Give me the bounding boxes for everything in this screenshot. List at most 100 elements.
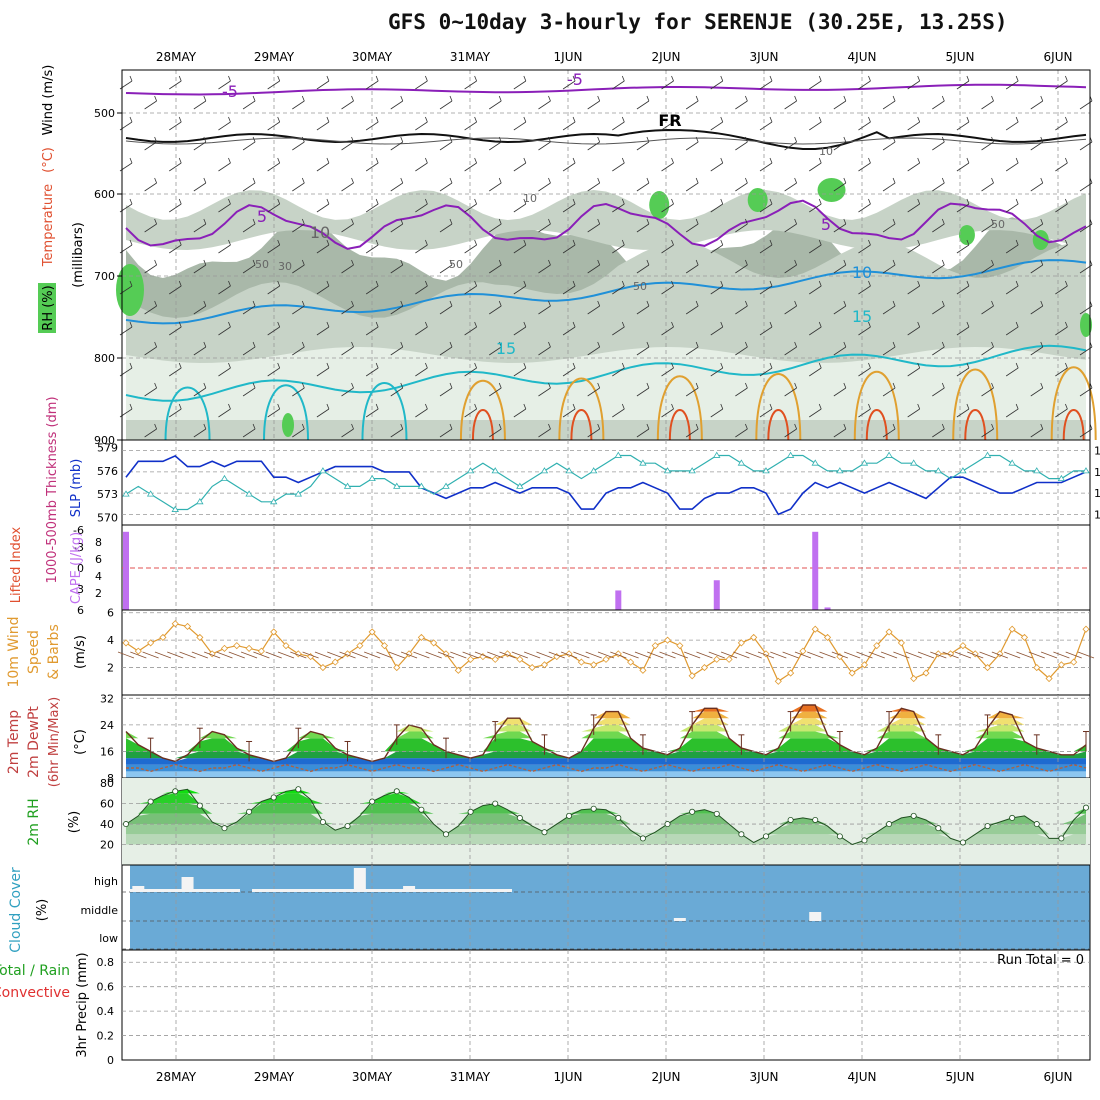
surface-wind-barb <box>487 651 504 659</box>
cloud-unit-label: (%) <box>35 899 50 922</box>
surface-wind-barb <box>450 651 467 659</box>
upper-wind-barb-flag <box>301 177 305 184</box>
thickness-point <box>491 467 499 474</box>
upper-wind-barb <box>341 100 354 110</box>
upper-wind-barb <box>1005 326 1019 336</box>
upper-wind-barb <box>316 80 330 90</box>
cloud-level-label: middle <box>80 904 118 917</box>
pressure-tick-label: 800 <box>94 352 115 365</box>
upper-wind-barb-flag <box>1065 116 1068 123</box>
upper-wind-barb <box>858 80 871 90</box>
upper-wind-barb-flag <box>474 157 477 164</box>
upper-wind-barb-flag <box>843 136 847 143</box>
upper-wind-barb-flag <box>178 321 182 328</box>
temp-color-band <box>126 711 1086 719</box>
upper-wind-barb-flag <box>868 75 871 82</box>
upper-wind-barb <box>513 244 527 254</box>
rh-point <box>1009 814 1016 821</box>
date-label-top: 5JUN <box>946 50 975 64</box>
upper-wind-barb-flag <box>523 403 527 410</box>
upper-wind-barb-flag <box>129 239 133 246</box>
upper-wind-barb <box>809 80 822 90</box>
upper-wind-barb-flag <box>498 95 502 102</box>
rh-point <box>910 812 917 819</box>
upper-wind-barb-flag <box>548 300 551 307</box>
cloud-axis-label: Cloud Cover <box>8 867 24 953</box>
upper-wind-barb <box>587 141 600 151</box>
page-title: GFS 0~10day 3-hourly for SERENJE (30.25E… <box>388 10 1008 34</box>
upper-wind-barb-flag <box>498 300 502 307</box>
temp-contour-surface <box>853 370 900 441</box>
wind-speed-point <box>467 655 475 663</box>
li-tick-label: -3 <box>73 541 84 554</box>
upper-wind-barb <box>661 244 674 254</box>
rh-axis-label: RH (%) <box>41 285 56 330</box>
upper-wind-barb-flag <box>941 423 945 430</box>
surface-wind-barb <box>782 651 799 659</box>
contour-label: 30 <box>278 260 292 273</box>
upper-wind-barb <box>661 162 674 172</box>
upper-wind-barb <box>513 285 527 295</box>
wind-speed-point <box>565 650 573 658</box>
upper-wind-barb <box>218 80 231 90</box>
wind-unit-label: (m/s) <box>73 635 88 669</box>
upper-wind-barb-flag <box>621 75 625 82</box>
contour-label: FR <box>658 111 681 130</box>
upper-wind-barb <box>316 162 330 172</box>
upper-wind-barb <box>193 346 207 356</box>
upper-wind-barb-flag <box>597 341 601 348</box>
temp-line <box>125 704 1087 763</box>
contour-label: 50 <box>449 258 463 271</box>
upper-wind-barb <box>365 326 379 336</box>
upper-wind-barb-flag <box>572 403 576 410</box>
surface-wind-barb <box>253 651 270 659</box>
wind-speed-point <box>823 633 832 641</box>
thickness-point <box>196 498 204 505</box>
upper-wind-barb <box>242 182 256 192</box>
upper-wind-barb-flag <box>1065 362 1068 369</box>
temp-contour-surface-warm <box>865 409 888 441</box>
surface-wind-barb <box>954 651 972 659</box>
upper-wind-barb <box>415 244 428 254</box>
surface-wind-barb <box>856 651 873 659</box>
upper-wind-barb <box>513 408 527 418</box>
upper-wind-barb <box>538 100 551 110</box>
upper-wind-barb <box>341 428 354 438</box>
upper-wind-barb-flag <box>548 177 551 184</box>
temp-label: 2m Temp <box>6 710 22 774</box>
upper-wind-barb-flag <box>425 157 428 164</box>
date-label-bottom: 1JUN <box>554 1070 583 1084</box>
upper-wind-barb-flag <box>498 341 502 348</box>
upper-wind-barb <box>538 346 551 356</box>
upper-wind-barb-flag <box>818 280 822 287</box>
upper-wind-barb-flag <box>1065 280 1068 287</box>
rh-point <box>959 839 966 846</box>
upper-wind-barb-flag <box>548 341 551 348</box>
thickness-point <box>909 459 918 466</box>
cloud-high-bar <box>181 877 194 892</box>
temp-label: 2m DewPt <box>26 706 42 778</box>
upper-wind-barb-flag <box>745 136 748 143</box>
upper-wind-barb <box>316 408 330 418</box>
upper-wind-barb-flag <box>129 362 133 369</box>
rh-point <box>295 786 302 793</box>
upper-wind-barb <box>169 367 182 377</box>
wind-speed-point <box>848 669 856 677</box>
upper-wind-barb <box>661 367 674 377</box>
upper-wind-barb <box>365 162 379 172</box>
upper-wind-barb <box>292 223 305 233</box>
temp-contour-surface-warm <box>668 409 691 441</box>
upper-wind-barb <box>784 305 797 315</box>
upper-wind-barb <box>242 387 256 397</box>
wind-label: 10m Wind <box>6 616 22 687</box>
upper-wind-barb-flag <box>523 198 527 205</box>
upper-wind-barb <box>636 223 650 233</box>
surface-wind-barb <box>437 651 455 659</box>
thickness-point <box>540 467 549 474</box>
upper-wind-barb-flag <box>917 321 921 328</box>
upper-wind-barb <box>242 428 256 438</box>
upper-wind-barb <box>907 80 920 90</box>
thickness-tick-label: 579 <box>97 442 118 455</box>
upper-wind-barb <box>218 162 231 172</box>
upper-wind-barb-flag <box>203 136 207 143</box>
